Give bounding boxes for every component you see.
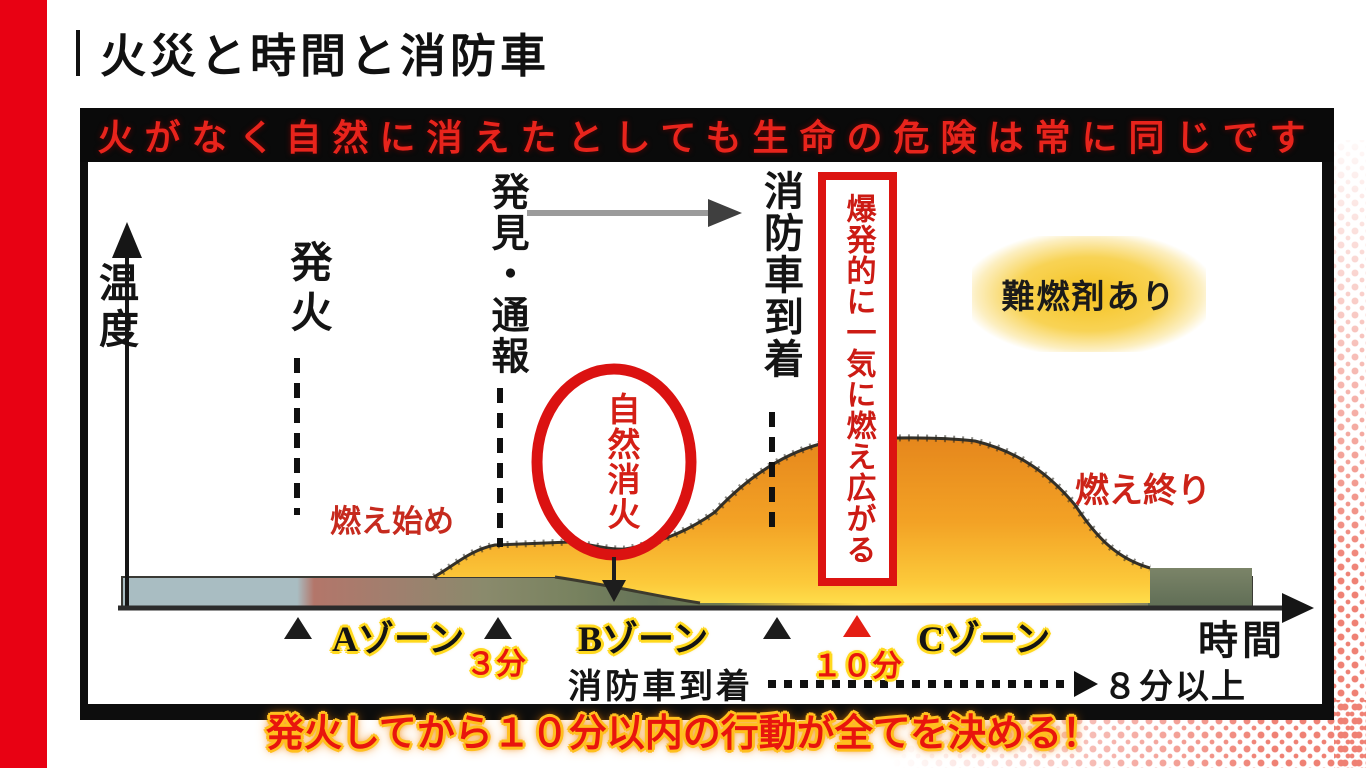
burn-end-label: 燃え終り [1075, 473, 1211, 510]
y-axis-arrowhead [112, 222, 142, 258]
page-title: 火災と時間と消防車 [100, 31, 550, 82]
arrival-dotted-arrowhead [1074, 671, 1098, 697]
zone-c-label: Cゾーン [918, 619, 1051, 659]
tick-3min [484, 617, 512, 639]
extinguish-down-arrowhead [602, 580, 626, 602]
halftone-dots-right [1334, 140, 1366, 768]
tick-arrival [763, 617, 791, 639]
extinguish-dip-edge [554, 575, 701, 605]
burn-start-label: 燃え始め [330, 504, 454, 539]
explosive-spread-box: 爆発的に一気に燃え広がる [818, 172, 897, 586]
arrival-label: 消防車到着 [758, 170, 803, 380]
three-min-label: ３分 [466, 648, 526, 681]
x-axis-arrowhead [1282, 593, 1314, 623]
burned-out-tail [1148, 568, 1252, 608]
panel-warning-text: 火がなく自然に消えたとしても生命の危険は常に同じです [97, 118, 1317, 158]
flame-retardant-label: 難燃剤あり [1001, 278, 1177, 315]
explosive-spread-label: 爆発的に一気に燃え広がる [841, 193, 875, 565]
zone-a-label: Aゾーン [332, 619, 465, 659]
ignition-label: 発火 [284, 240, 330, 340]
flame-retardant-badge: 難燃剤あり [972, 236, 1206, 352]
zone-b-label: Bゾーン [578, 619, 709, 659]
panel-warning-banner: 火がなく自然に消えたとしても生命の危険は常に同じです [80, 108, 1334, 162]
arrival-row-label: 消防車到着 [568, 669, 753, 706]
x-axis-label: 時間 [1198, 618, 1286, 663]
title-rule [76, 30, 80, 76]
tick-ignition [284, 617, 312, 639]
natural-extinguish-circle [531, 363, 697, 561]
temperature-time-chart [112, 199, 1314, 697]
natural-extinguish-label: 自然消火 [602, 392, 638, 532]
left-red-strip [0, 0, 47, 768]
discovery-label: 発見・通報 [485, 172, 527, 377]
eight-min-label: ８分以上 [1103, 669, 1247, 706]
y-axis-label: 温度 [93, 262, 138, 354]
discovery-to-arrival-arrowhead [708, 199, 742, 227]
footer-message: 発火してから１０分以内の行動が全てを決める！ [265, 713, 1101, 755]
tick-10min-red [843, 615, 871, 637]
ten-min-label: １０分 [812, 650, 902, 683]
